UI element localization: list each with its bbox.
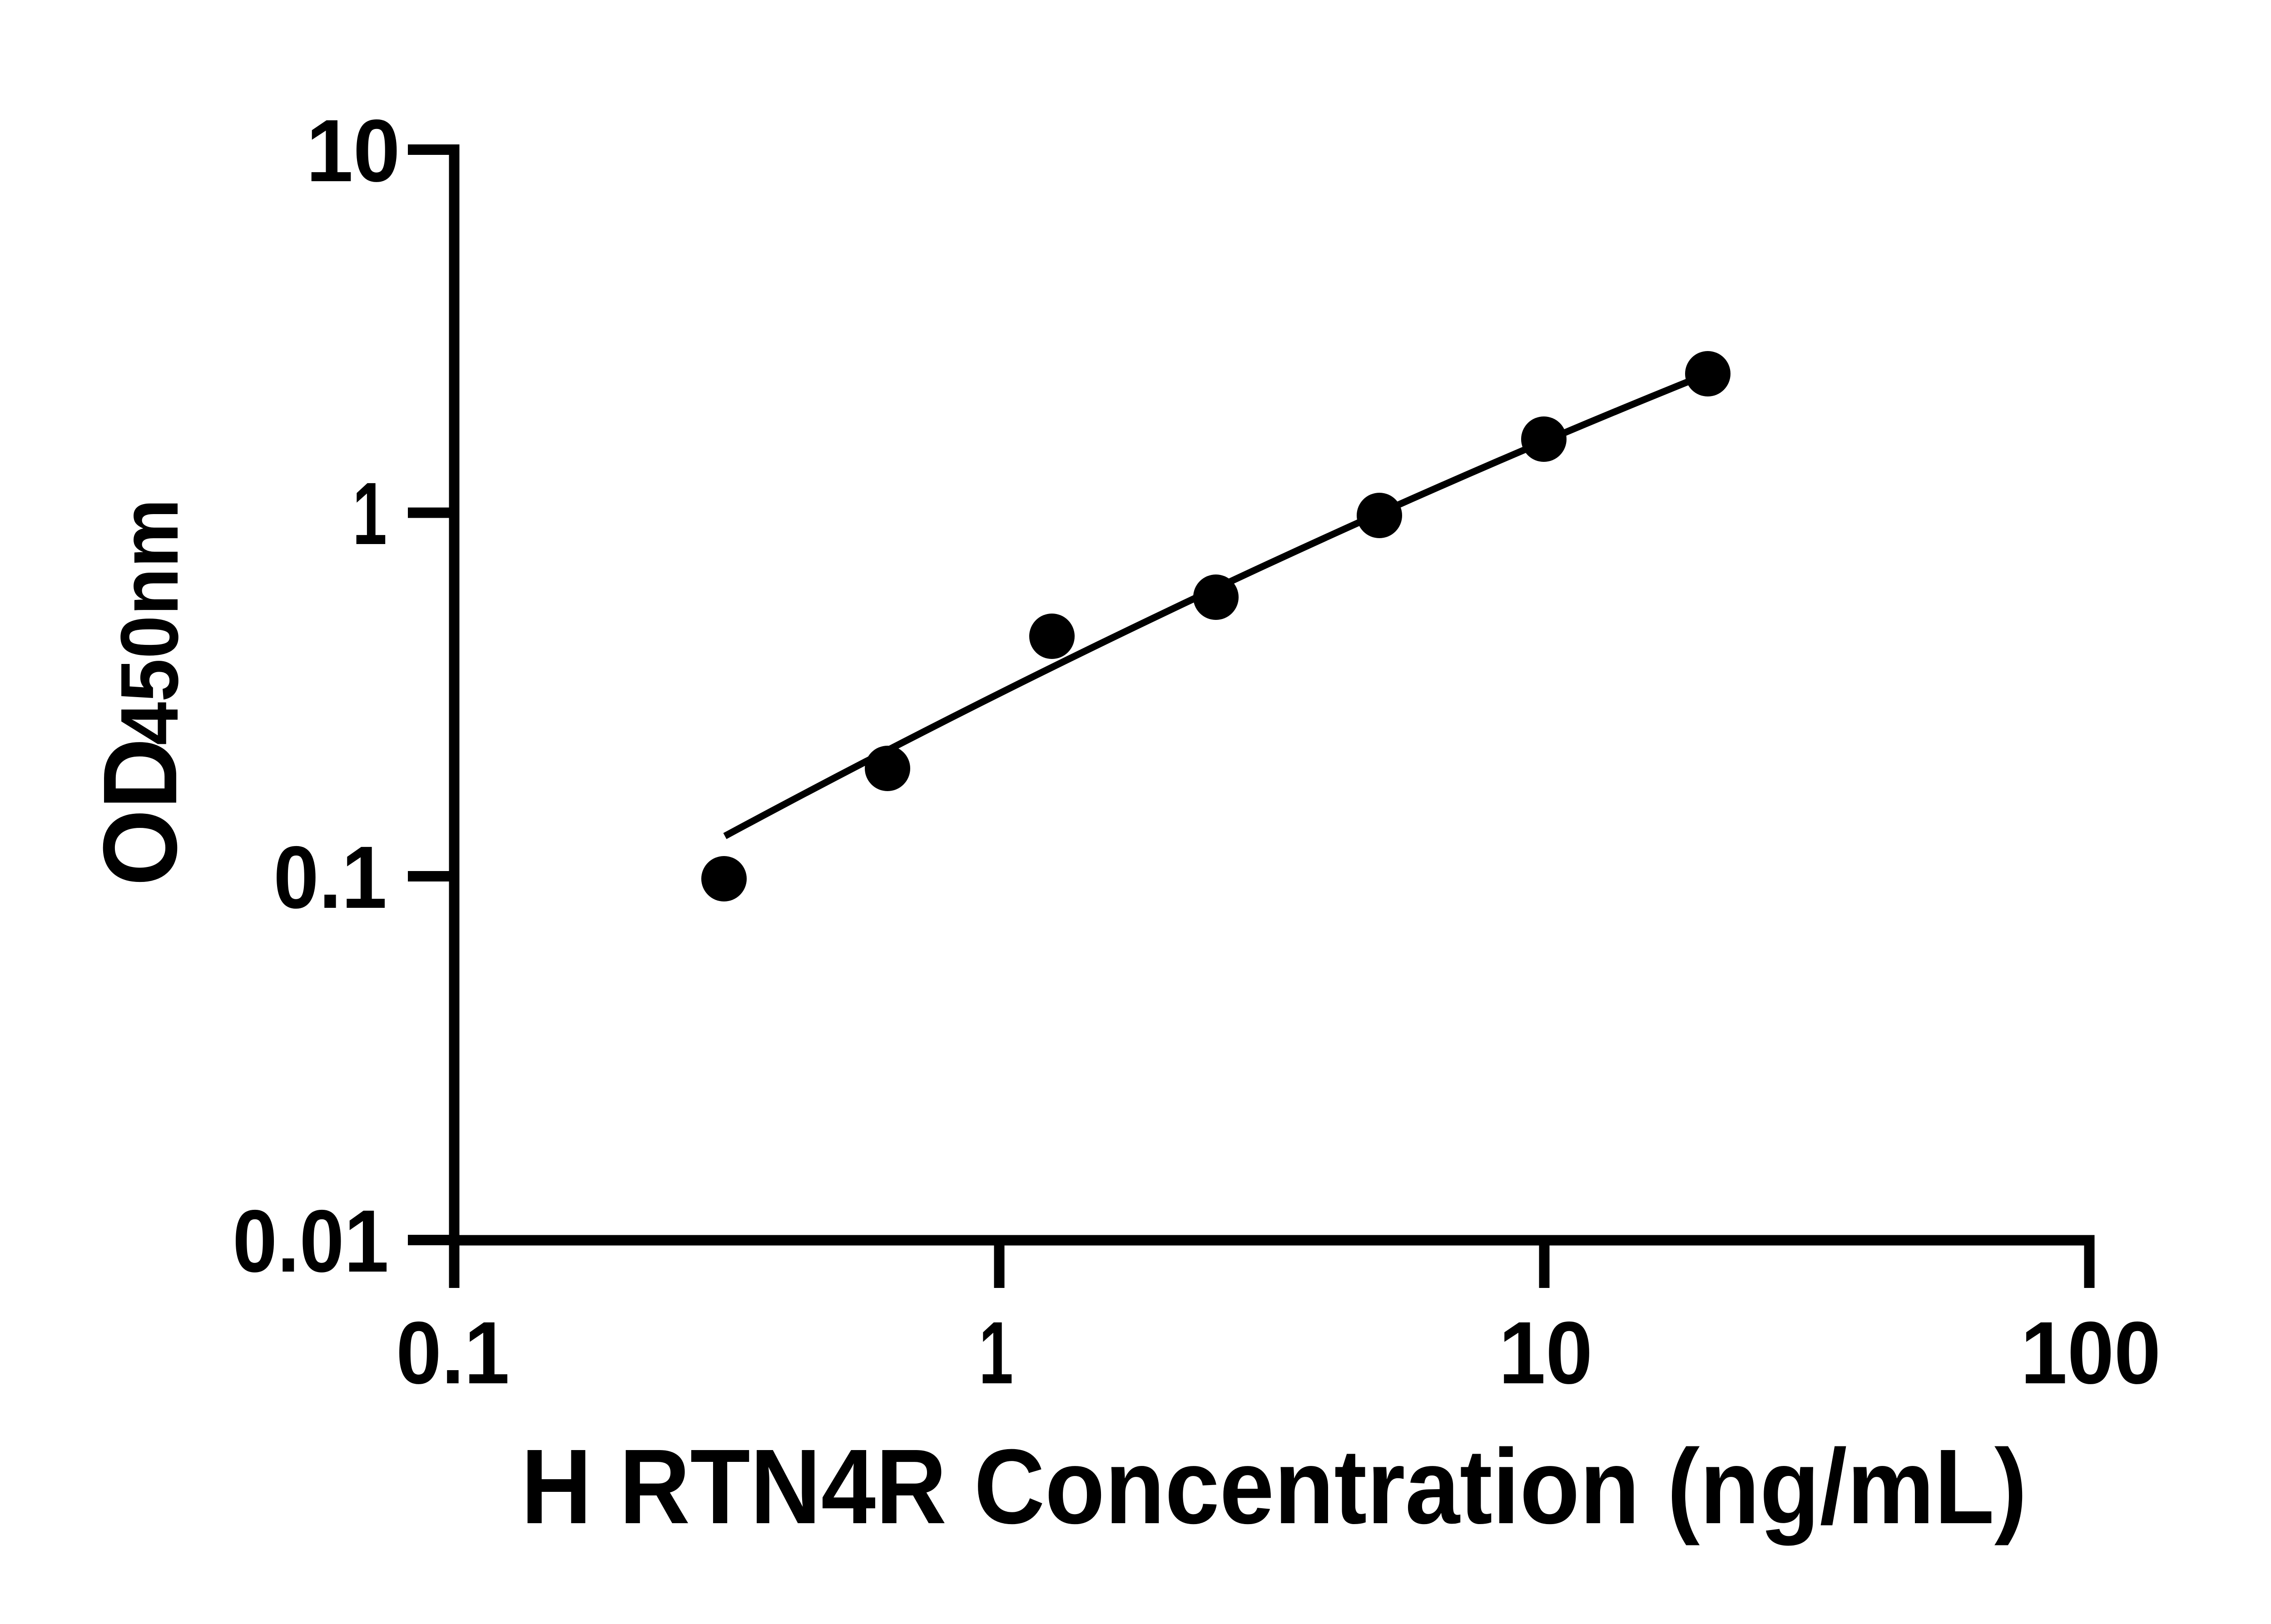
svg-text:1: 1	[352, 464, 387, 563]
svg-text:0.1: 0.1	[396, 1303, 510, 1402]
svg-text:10: 10	[1499, 1303, 1593, 1402]
svg-text:0.01: 0.01	[233, 1192, 389, 1291]
svg-text:OD: OD	[81, 738, 198, 886]
svg-text:10: 10	[306, 101, 400, 200]
svg-text:H RTN4R Concentration (ng/mL): H RTN4R Concentration (ng/mL)	[521, 1427, 2027, 1546]
svg-text:100: 100	[2021, 1303, 2161, 1402]
svg-text:1: 1	[979, 1303, 1013, 1402]
svg-text:450nm: 450nm	[104, 499, 195, 745]
svg-text:0.1: 0.1	[273, 828, 387, 927]
